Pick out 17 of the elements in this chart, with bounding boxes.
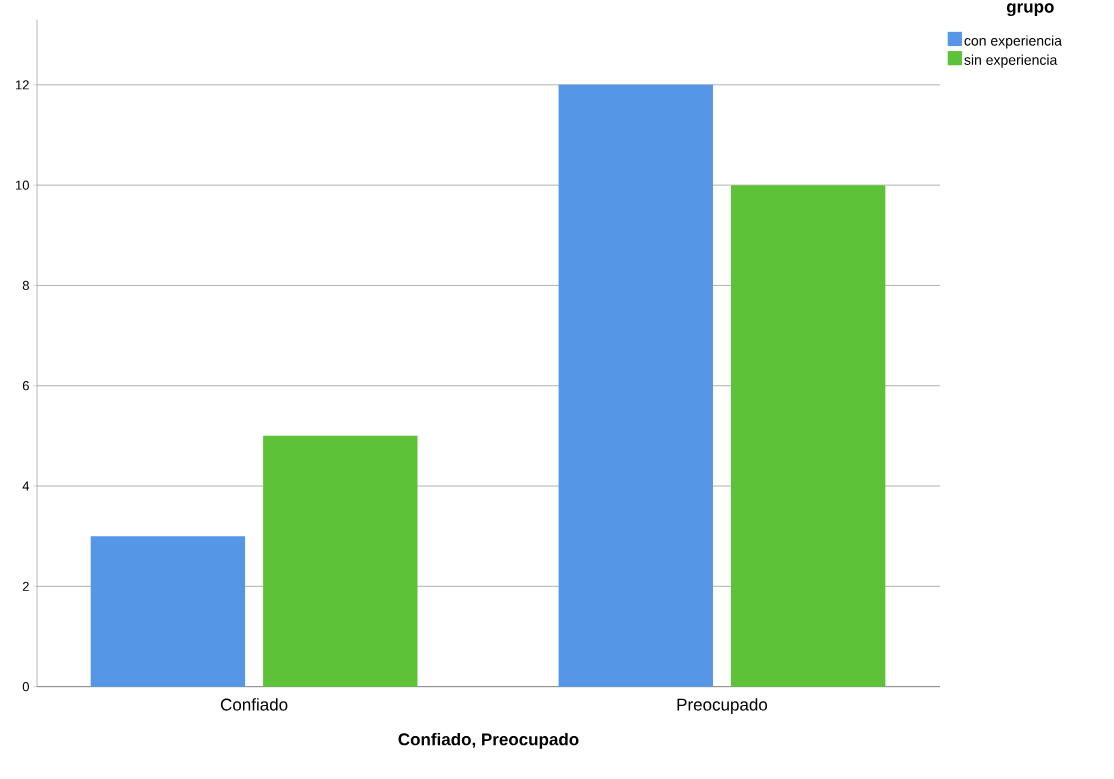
x-tick-label: Confiado <box>220 698 288 711</box>
y-tick-label: 0 <box>22 682 29 692</box>
y-tick-label: 8 <box>22 281 29 291</box>
bar <box>263 436 418 687</box>
legend-title: grupo <box>1006 3 1054 17</box>
legend-label: con experiencia <box>964 35 1062 49</box>
y-tick-label: 6 <box>22 381 29 391</box>
x-tick-label: Preocupado <box>677 698 768 715</box>
y-tick-label: 2 <box>22 581 29 592</box>
y-tick-label: 12 <box>16 80 29 90</box>
x-axis-title: Confiado, Preocupado <box>398 733 579 749</box>
y-tick-label: 10 <box>16 180 29 190</box>
legend-label: sin experiencia <box>964 54 1058 68</box>
bar <box>90 536 246 687</box>
bar <box>558 85 713 687</box>
bar <box>730 185 886 687</box>
y-tick-label: 4 <box>22 481 30 491</box>
